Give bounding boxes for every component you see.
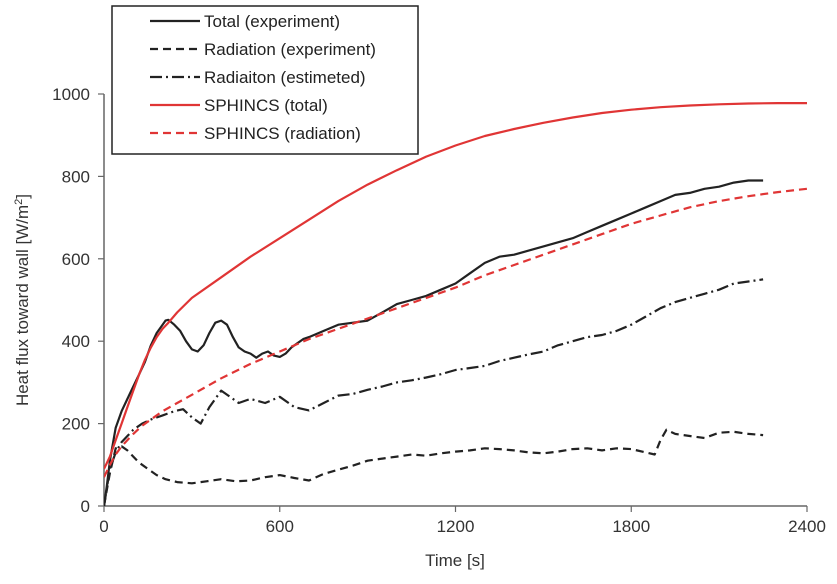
series-line-4	[104, 101, 807, 470]
legend-label-2: Radiation (experiment)	[204, 40, 376, 59]
y-axis-title-main: Heat flux toward wall [W/m	[13, 205, 32, 406]
x-tick-label: 600	[266, 517, 294, 536]
legend-label-1: Total (experiment)	[204, 12, 340, 31]
x-tick-label: 1800	[612, 517, 650, 536]
series-line-2	[104, 428, 764, 506]
x-axis-title: Time [s]	[425, 551, 485, 570]
series-line-1	[104, 179, 764, 506]
legend-items: Total (experiment) Radiation (experiment)…	[150, 12, 376, 143]
y-tick-label: 1000	[52, 85, 90, 104]
series-line-3	[104, 278, 764, 506]
y-axis-title-sup: 2	[13, 199, 25, 205]
series-line-5	[104, 187, 807, 478]
y-axis-title-end: ]	[13, 194, 32, 199]
series-layer	[104, 101, 807, 506]
y-tick-label: 800	[62, 167, 90, 186]
x-tick-label: 2400	[788, 517, 826, 536]
legend-box	[111, 5, 419, 155]
y-tick-label: 600	[62, 250, 90, 269]
y-axis-title: Heat flux toward wall [W/m2]	[13, 194, 32, 406]
y-tick-label: 0	[81, 497, 90, 516]
axes	[103, 94, 807, 507]
x-tick-label: 0	[99, 517, 108, 536]
legend-label-4: SPHINCS (total)	[204, 96, 328, 115]
x-ticks: 0 600 1200 1800 2400	[99, 506, 826, 536]
y-tick-label: 400	[62, 332, 90, 351]
legend-label-3: Radiaiton (estimeted)	[204, 68, 366, 87]
x-tick-label: 1200	[437, 517, 475, 536]
y-tick-label: 200	[62, 415, 90, 434]
y-ticks: 0 200 400 600 800 1000	[52, 85, 104, 516]
legend: Total (experiment) Radiation (experiment)…	[111, 5, 419, 155]
legend-label-5: SPHINCS (radiation)	[204, 124, 361, 143]
